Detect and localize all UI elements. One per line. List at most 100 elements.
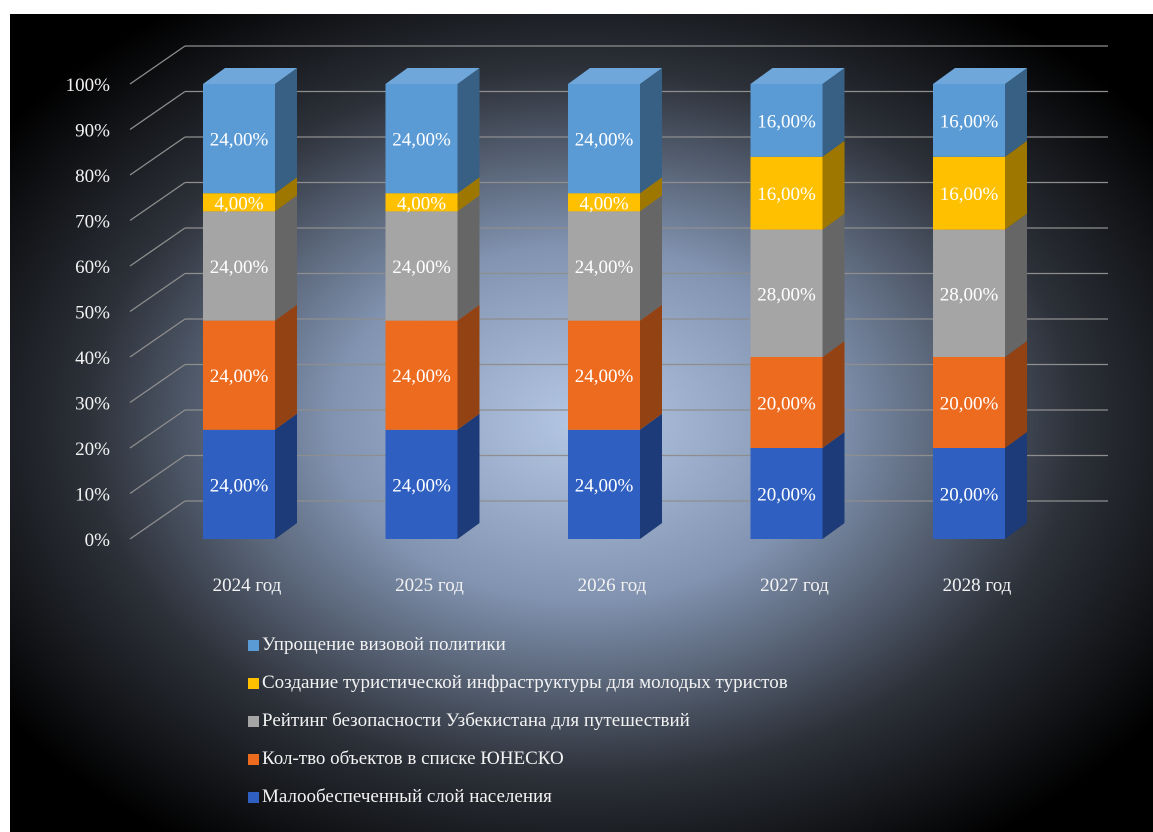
data-label: 20,00% bbox=[940, 394, 999, 415]
bar-segment-side bbox=[457, 177, 480, 212]
bar-segment-top bbox=[568, 68, 662, 84]
bar-segment bbox=[568, 429, 640, 539]
bar-segment-side bbox=[275, 68, 297, 194]
legend-label: Малообеспеченный слой населения bbox=[262, 786, 552, 807]
x-tick-label: 2024 год bbox=[213, 575, 282, 596]
x-tick-label: 2026 год bbox=[578, 575, 647, 596]
gridline-depth bbox=[129, 227, 186, 267]
data-label: 24,00% bbox=[575, 475, 634, 496]
data-label: 16,00% bbox=[940, 184, 999, 205]
data-label: 4,00% bbox=[579, 193, 628, 214]
y-tick-label: 10% bbox=[75, 485, 110, 506]
legend-item: Кол-тво объектов в списке ЮНЕСКО bbox=[248, 740, 788, 778]
stacked-bar-chart: 0% 10% 20% 30% 40% 50% 60% 70% 80% 90% 100% 24,00%… bbox=[10, 14, 1153, 832]
bar-segment bbox=[750, 156, 823, 230]
bar-segment bbox=[203, 193, 275, 212]
bar-segment-side bbox=[457, 195, 480, 321]
y-tick-label: 70% bbox=[75, 212, 110, 233]
bar-segment-side bbox=[822, 341, 845, 448]
bar-segment-side bbox=[275, 304, 297, 430]
y-tick-label: 100% bbox=[66, 75, 111, 96]
gridline-depth bbox=[129, 45, 186, 85]
data-label: 24,00% bbox=[392, 475, 451, 496]
bar-segment bbox=[203, 84, 275, 194]
data-label: 20,00% bbox=[757, 394, 816, 415]
bar-segment bbox=[385, 193, 458, 212]
bar-segment bbox=[568, 320, 640, 430]
legend-swatch bbox=[248, 640, 259, 651]
bar-segment-top bbox=[933, 68, 1027, 84]
data-label: 16,00% bbox=[940, 111, 999, 132]
bar-segment-side bbox=[1005, 140, 1027, 230]
data-label: 24,00% bbox=[210, 257, 269, 278]
bar-segment bbox=[385, 84, 458, 194]
bar-segment bbox=[203, 429, 275, 539]
bar-segment-side bbox=[457, 304, 480, 430]
bar-segment bbox=[568, 193, 640, 212]
bar-segment-side bbox=[822, 68, 845, 157]
bar-segment bbox=[933, 229, 1005, 357]
data-label: 28,00% bbox=[940, 284, 999, 305]
legend-label: Рейтинг безопасности Узбекистана для пут… bbox=[262, 710, 690, 731]
data-label: 24,00% bbox=[392, 366, 451, 387]
gridline-depth bbox=[129, 136, 186, 176]
y-tick-label: 60% bbox=[75, 257, 110, 278]
data-label: 20,00% bbox=[757, 485, 816, 506]
bar-segment-side bbox=[640, 413, 662, 539]
y-tick-label: 90% bbox=[75, 121, 110, 142]
data-label: 16,00% bbox=[757, 184, 816, 205]
gridline-depth bbox=[129, 90, 186, 131]
bar-segment bbox=[933, 448, 1005, 539]
legend-item: Рейтинг безопасности Узбекистана для пут… bbox=[248, 702, 788, 740]
data-label: 4,00% bbox=[214, 193, 263, 214]
gridline-depth bbox=[129, 363, 186, 404]
data-label: 24,00% bbox=[575, 366, 634, 387]
data-label: 24,00% bbox=[392, 130, 451, 151]
bar-segment-side bbox=[822, 213, 845, 357]
bar-segment-side bbox=[457, 68, 480, 194]
y-tick-label: 20% bbox=[75, 439, 110, 460]
data-label: 16,00% bbox=[757, 111, 816, 132]
data-label: 24,00% bbox=[210, 130, 269, 151]
bar-segment bbox=[385, 429, 458, 539]
bar-segment bbox=[385, 320, 458, 430]
bar-segment-top bbox=[750, 68, 845, 84]
bar-segment bbox=[933, 84, 1005, 157]
bar-segment-top bbox=[203, 68, 297, 84]
data-label: 24,00% bbox=[392, 257, 451, 278]
gridline-depth bbox=[129, 181, 186, 222]
bar-segment bbox=[568, 211, 640, 321]
legend-label: Создание туристической инфраструктуры дл… bbox=[262, 672, 788, 693]
bar-segment-side bbox=[822, 432, 845, 539]
bar-segment-side bbox=[640, 177, 662, 212]
legend-item: Создание туристической инфраструктуры дл… bbox=[248, 664, 788, 702]
legend-swatch bbox=[248, 716, 259, 727]
bar-segment bbox=[750, 229, 823, 357]
bar-segment bbox=[750, 84, 823, 157]
y-tick-label: 0% bbox=[85, 530, 111, 551]
bar-segment bbox=[933, 357, 1005, 448]
legend-label: Упрощение визовой политики bbox=[262, 634, 506, 655]
y-tick-label: 40% bbox=[75, 348, 110, 369]
x-tick-label: 2028 год bbox=[943, 575, 1012, 596]
bar-segment-top bbox=[385, 68, 480, 84]
legend-item: Малообеспеченный слой населения bbox=[248, 778, 788, 816]
bar-segment-side bbox=[640, 68, 662, 194]
bar-segment-side bbox=[275, 413, 297, 539]
bar-segment-side bbox=[275, 177, 297, 212]
y-tick-label: 80% bbox=[75, 166, 110, 187]
legend-item: Упрощение визовой политики bbox=[248, 626, 788, 664]
bar-segment-side bbox=[640, 304, 662, 430]
bar-segment-side bbox=[1005, 341, 1027, 448]
legend-label: Кол-тво объектов в списке ЮНЕСКО bbox=[262, 748, 564, 769]
bar-segment bbox=[568, 84, 640, 194]
gridline-depth bbox=[129, 272, 186, 313]
gridline-depth bbox=[129, 454, 186, 495]
bar-segment bbox=[750, 448, 823, 539]
chart-area: 0% 10% 20% 30% 40% 50% 60% 70% 80% 90% 100% 24,00%… bbox=[10, 14, 1153, 832]
legend: Упрощение визовой политики Создание турис… bbox=[248, 626, 788, 816]
bar-segment-side bbox=[1005, 68, 1027, 157]
bar-segment bbox=[933, 156, 1005, 230]
gridline-depth bbox=[129, 409, 186, 449]
gridline-depth bbox=[129, 500, 186, 540]
